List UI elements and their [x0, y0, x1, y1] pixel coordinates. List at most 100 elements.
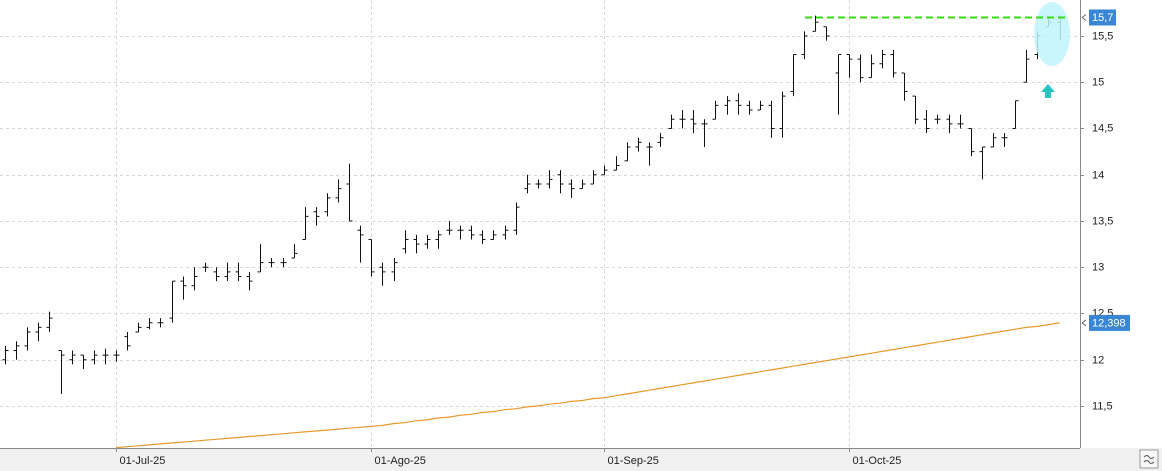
x-tick-label: 01-Ago-25 [375, 455, 426, 467]
y-tick-label: 14 [1092, 169, 1104, 181]
ohlc-bar [102, 348, 109, 365]
ohlc-bar [2, 345, 9, 365]
ohlc-bar [835, 53, 842, 115]
ohlc-bar [646, 142, 653, 166]
ohlc-bar [435, 230, 442, 249]
ohlc-bar [668, 114, 675, 129]
y-tick-label: 15 [1092, 76, 1104, 88]
ohlc-bar [413, 234, 420, 254]
ohlc-bar [735, 93, 742, 115]
price-tag-label: 12,398 [1092, 317, 1126, 329]
ohlc-bar [1001, 133, 1008, 147]
ohlc-bar [812, 15, 819, 32]
ohlc-bar [446, 220, 453, 235]
ohlc-bar [801, 31, 808, 60]
ohlc-bar [590, 170, 597, 185]
ohlc-bar [724, 96, 731, 115]
ohlc-bar [402, 230, 409, 254]
ohlc-bar [879, 49, 886, 69]
ohlc-bar [368, 238, 375, 277]
ohlc-bar [268, 257, 275, 268]
ohlc-bar [202, 262, 209, 272]
marks [2, 15, 1064, 449]
price-tag-label: 15,7 [1092, 12, 1113, 24]
ohlc-bar [80, 354, 87, 370]
x-tick-label: 01-Jul-25 [120, 455, 166, 467]
ohlc-bar [535, 179, 542, 189]
ohlc-bar [46, 311, 53, 332]
ohlc-bar [779, 91, 786, 138]
scale-button-icon [1143, 455, 1155, 464]
ohlc-bar [557, 170, 564, 194]
ohlc-bar [479, 230, 486, 245]
scale-button[interactable] [1139, 449, 1159, 469]
y-tick-label: 13,5 [1092, 215, 1113, 227]
ohlc-bar [124, 331, 131, 351]
highlight-ellipse [1034, 2, 1070, 66]
ohlc-bar [757, 100, 764, 111]
ohlc-bar [846, 53, 853, 78]
ohlc-bar [24, 327, 31, 351]
ohlc-bar [490, 230, 497, 240]
ohlc-bar [457, 225, 464, 240]
ohlc-bar [13, 341, 20, 360]
ohlc-bar [502, 225, 509, 240]
ohlc-bar [302, 207, 309, 240]
ohlc-bar [379, 262, 386, 286]
ohlc-bar [91, 350, 98, 365]
ohlc-bar [923, 109, 930, 134]
y-tick-label: 15,5 [1092, 30, 1113, 42]
ohlc-bar [934, 114, 941, 124]
ohlc-bar [912, 95, 919, 124]
ohlc-bar [613, 156, 620, 171]
ohlc-bar [224, 262, 231, 282]
ohlc-bar [291, 244, 298, 259]
ohlc-bar [1012, 100, 1019, 129]
ohlc-bar [546, 170, 553, 189]
ohlc-bar [790, 53, 797, 97]
y-tick-label: 11,5 [1092, 400, 1113, 412]
ohlc-bar [135, 322, 142, 333]
ohlc-bar [635, 137, 642, 152]
ohlc-bar [690, 109, 697, 134]
ohlc-bar [701, 119, 708, 147]
ohlc-bar [280, 257, 287, 268]
ohlc-bar [313, 207, 320, 226]
ohlc-bar [601, 165, 608, 176]
ohlc-bar [823, 26, 830, 41]
ohlc-bar [324, 193, 331, 217]
price-pointer [1081, 319, 1087, 327]
ohlc-bar [346, 163, 353, 222]
ohlc-bar [191, 267, 198, 291]
ohlc-bar [180, 276, 187, 300]
ohlc-bar [579, 179, 586, 190]
ohlc-bar [746, 100, 753, 115]
ohlc-bar [513, 202, 520, 235]
ohlc-bar [657, 133, 664, 147]
ohlc-bar [857, 54, 864, 83]
price-pointer [1081, 14, 1087, 21]
ohlc-bar [524, 174, 531, 194]
price-tag [1089, 314, 1130, 331]
ohlc-bar [568, 179, 575, 198]
ohlc-bar [113, 350, 120, 362]
x-axis-band [0, 448, 1162, 471]
ohlc-bar [868, 54, 875, 79]
ohlc-bar [335, 179, 342, 203]
ohlc-bar [35, 322, 42, 342]
ohlc-bar [235, 262, 242, 282]
y-tick-label: 14,5 [1092, 122, 1113, 134]
ohlc-bar [157, 318, 164, 328]
ohlc-bar [391, 257, 398, 282]
ohlc-bar [69, 350, 76, 365]
ohlc-bar [979, 146, 986, 180]
ohlc-bar [957, 114, 964, 129]
ohlc-bar [890, 49, 897, 78]
ohlc-bar [357, 225, 364, 263]
x-tick-label: 01-Oct-25 [853, 455, 902, 467]
ohlc-bar [968, 127, 975, 157]
ohlc-bar [768, 100, 775, 138]
ohlc-bar [946, 114, 953, 134]
ohlc-bar [990, 133, 997, 148]
